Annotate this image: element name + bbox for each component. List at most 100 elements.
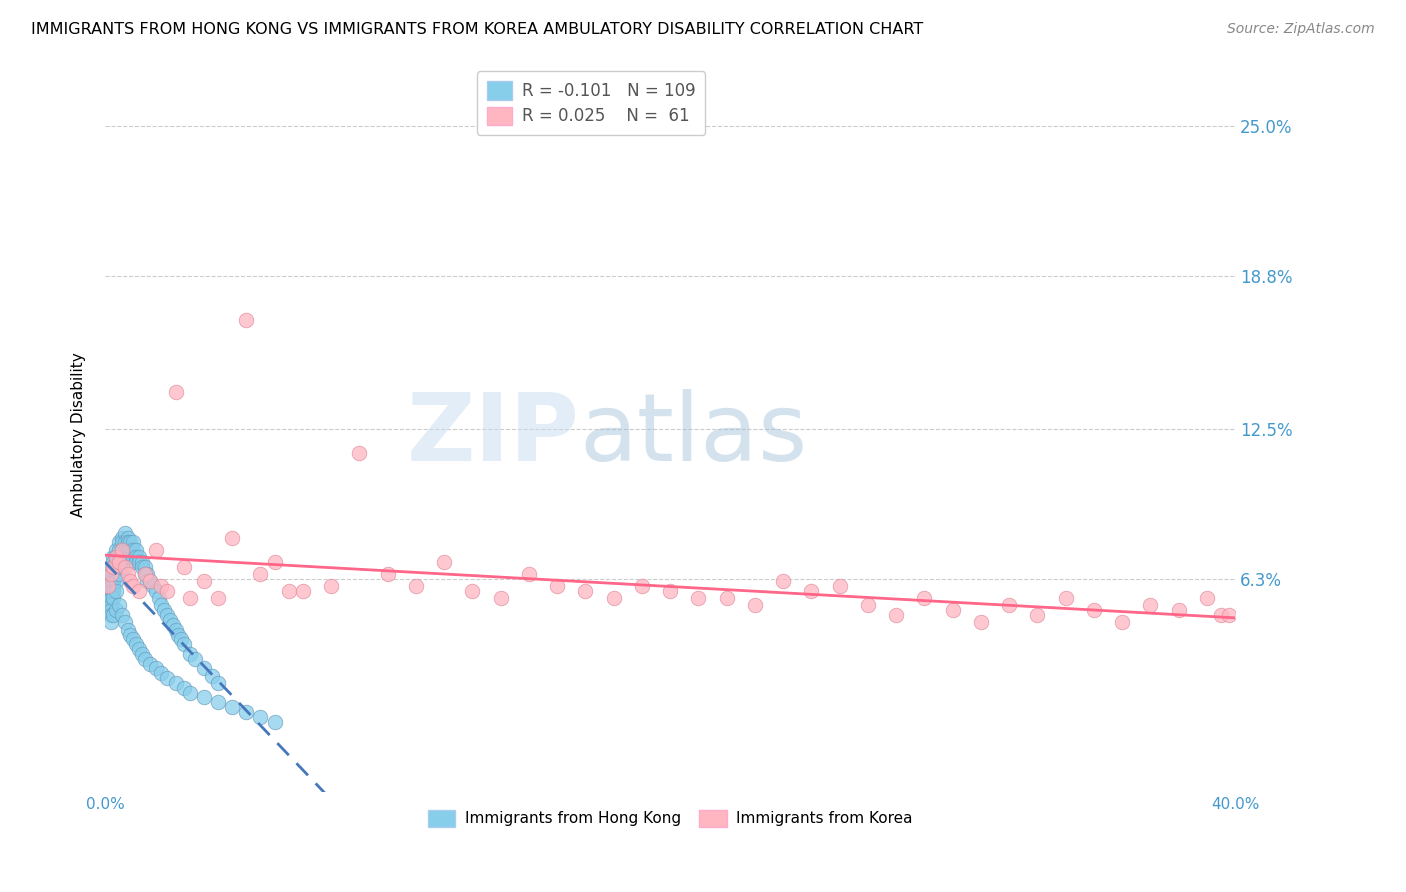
Point bbox=[173, 559, 195, 574]
Point bbox=[942, 603, 965, 617]
Point bbox=[139, 574, 162, 589]
Point bbox=[184, 652, 207, 666]
Point bbox=[105, 555, 128, 569]
Point bbox=[235, 312, 257, 326]
Point bbox=[114, 542, 136, 557]
Point bbox=[1167, 603, 1189, 617]
Point bbox=[150, 579, 173, 593]
Point bbox=[207, 591, 229, 606]
Point bbox=[170, 632, 193, 647]
Point bbox=[193, 690, 215, 705]
Point bbox=[122, 535, 145, 549]
Point bbox=[125, 542, 148, 557]
Point bbox=[117, 549, 139, 564]
Point bbox=[970, 615, 993, 630]
Point bbox=[103, 549, 125, 564]
Point bbox=[145, 661, 167, 675]
Point bbox=[716, 591, 738, 606]
Point bbox=[120, 549, 142, 564]
Point bbox=[97, 599, 120, 613]
Point bbox=[114, 615, 136, 630]
Point bbox=[179, 686, 201, 700]
Point bbox=[263, 555, 285, 569]
Point bbox=[100, 603, 122, 617]
Point bbox=[221, 700, 243, 714]
Point bbox=[105, 549, 128, 564]
Point bbox=[167, 627, 190, 641]
Point bbox=[156, 671, 179, 685]
Point bbox=[120, 542, 142, 557]
Point bbox=[108, 559, 131, 574]
Point bbox=[517, 566, 540, 581]
Point bbox=[105, 583, 128, 598]
Point bbox=[122, 579, 145, 593]
Point bbox=[1054, 591, 1077, 606]
Point bbox=[100, 583, 122, 598]
Point bbox=[145, 542, 167, 557]
Point bbox=[277, 583, 299, 598]
Point bbox=[489, 591, 512, 606]
Point bbox=[122, 549, 145, 564]
Point bbox=[122, 632, 145, 647]
Point bbox=[114, 535, 136, 549]
Point bbox=[105, 574, 128, 589]
Point bbox=[97, 579, 120, 593]
Point bbox=[117, 535, 139, 549]
Point bbox=[100, 615, 122, 630]
Point bbox=[162, 617, 184, 632]
Point bbox=[111, 549, 134, 564]
Point bbox=[574, 583, 596, 598]
Point bbox=[744, 599, 766, 613]
Point bbox=[111, 535, 134, 549]
Point bbox=[142, 579, 165, 593]
Point bbox=[150, 666, 173, 681]
Point bbox=[111, 542, 134, 557]
Point bbox=[688, 591, 710, 606]
Point bbox=[117, 542, 139, 557]
Point bbox=[97, 591, 120, 606]
Point bbox=[179, 647, 201, 661]
Point bbox=[117, 566, 139, 581]
Point bbox=[1083, 603, 1105, 617]
Point bbox=[150, 599, 173, 613]
Point bbox=[100, 599, 122, 613]
Point bbox=[159, 613, 181, 627]
Legend: Immigrants from Hong Kong, Immigrants from Korea: Immigrants from Hong Kong, Immigrants fr… bbox=[420, 803, 920, 834]
Point bbox=[103, 583, 125, 598]
Point bbox=[120, 627, 142, 641]
Point bbox=[97, 583, 120, 598]
Point bbox=[139, 574, 162, 589]
Text: IMMIGRANTS FROM HONG KONG VS IMMIGRANTS FROM KOREA AMBULATORY DISABILITY CORRELA: IMMIGRANTS FROM HONG KONG VS IMMIGRANTS … bbox=[31, 22, 924, 37]
Point bbox=[319, 579, 342, 593]
Point bbox=[100, 566, 122, 581]
Point bbox=[800, 583, 823, 598]
Point bbox=[193, 661, 215, 675]
Point bbox=[100, 572, 122, 586]
Point bbox=[165, 676, 187, 690]
Point bbox=[111, 559, 134, 574]
Point bbox=[630, 579, 652, 593]
Point bbox=[433, 555, 456, 569]
Point bbox=[125, 637, 148, 651]
Point bbox=[139, 657, 162, 671]
Point bbox=[125, 549, 148, 564]
Point bbox=[100, 579, 122, 593]
Point bbox=[136, 566, 159, 581]
Point bbox=[108, 542, 131, 557]
Point bbox=[235, 705, 257, 719]
Point bbox=[134, 566, 156, 581]
Point bbox=[1139, 599, 1161, 613]
Point bbox=[108, 566, 131, 581]
Point bbox=[117, 531, 139, 545]
Point bbox=[97, 579, 120, 593]
Point bbox=[105, 549, 128, 564]
Point bbox=[108, 549, 131, 564]
Y-axis label: Ambulatory Disability: Ambulatory Disability bbox=[72, 352, 86, 517]
Point bbox=[1026, 608, 1049, 623]
Point bbox=[148, 591, 170, 606]
Point bbox=[173, 637, 195, 651]
Point bbox=[131, 559, 153, 574]
Point bbox=[405, 579, 427, 593]
Point bbox=[114, 525, 136, 540]
Point bbox=[1111, 615, 1133, 630]
